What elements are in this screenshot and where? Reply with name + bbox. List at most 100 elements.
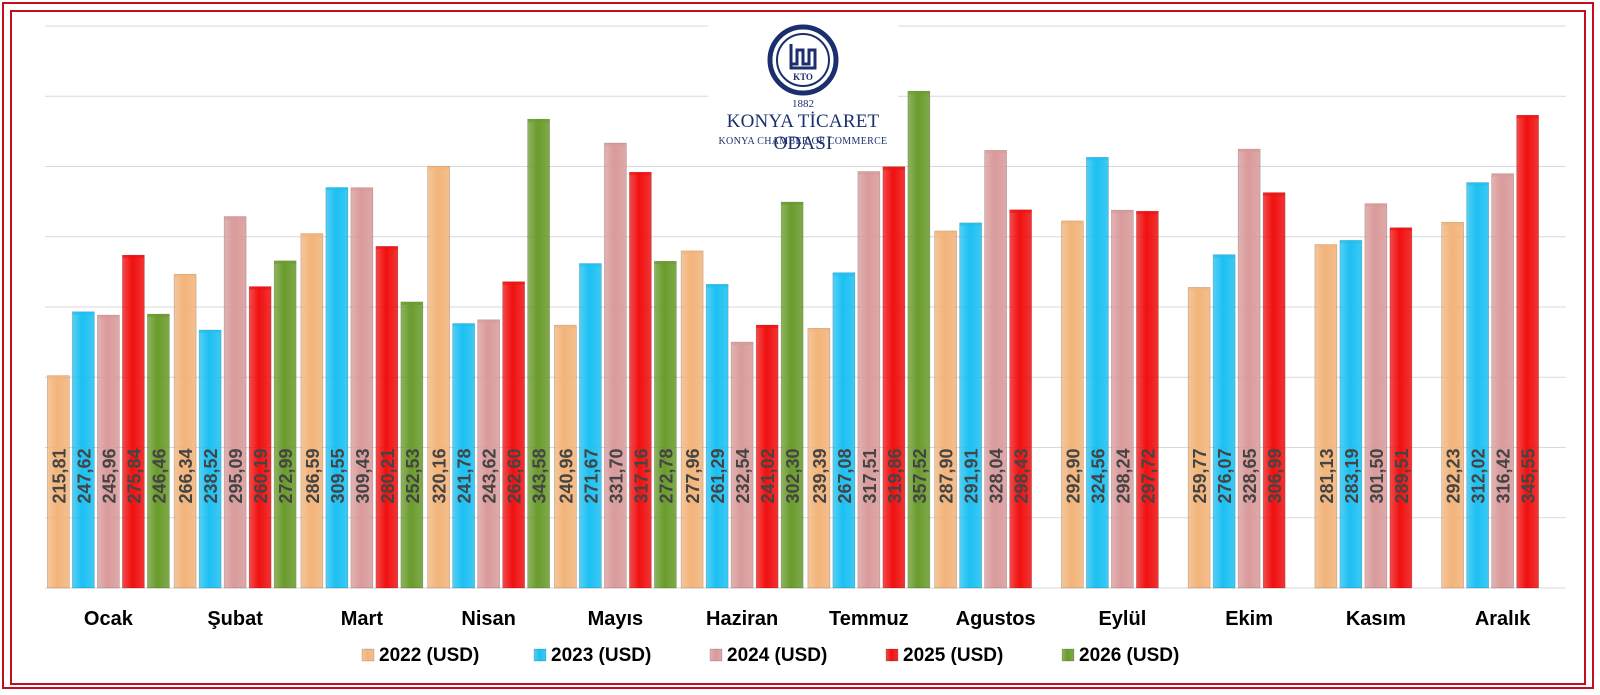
data-label: 277,96 <box>683 448 703 503</box>
data-label: 298,43 <box>1012 448 1032 503</box>
bar <box>1086 157 1109 589</box>
bar <box>984 150 1007 589</box>
bar-cap <box>452 323 475 327</box>
bar-cap <box>72 311 95 315</box>
data-label: 317,51 <box>860 448 880 503</box>
legend-label: 2022 (USD) <box>379 645 479 666</box>
bar-cap <box>199 330 222 334</box>
bar <box>122 254 145 589</box>
data-label: 246,46 <box>149 448 169 503</box>
bar <box>1111 209 1134 589</box>
bar <box>427 165 450 589</box>
data-label: 324,56 <box>1088 448 1108 503</box>
bar-cap <box>274 260 297 264</box>
bar-cap <box>882 166 905 170</box>
data-label: 238,52 <box>201 448 221 503</box>
bar <box>300 233 324 589</box>
data-label: 302,30 <box>783 448 803 503</box>
bar <box>1237 148 1261 589</box>
data-label: 331,70 <box>606 448 626 503</box>
bar-cap <box>400 301 423 305</box>
bar <box>1187 287 1211 589</box>
data-label: 283,19 <box>1342 448 1362 503</box>
bar-cap <box>579 263 602 267</box>
data-label: 241,02 <box>758 448 778 503</box>
bar-cap <box>1314 244 1337 248</box>
bar <box>1009 209 1032 589</box>
bar <box>502 281 525 589</box>
bar <box>1061 220 1084 589</box>
category-label: Ekim <box>1225 608 1273 630</box>
bar <box>579 263 602 589</box>
bar <box>1466 182 1489 589</box>
bar-cap <box>832 272 855 276</box>
legend: 2022 (USD) 2023 (USD) 2024 (USD) 2025 (USD)… <box>361 645 1179 666</box>
data-label: 259,77 <box>1190 448 1210 503</box>
bar-cap <box>1339 240 1362 244</box>
data-label: 241,78 <box>455 448 475 503</box>
data-label: 247,62 <box>74 448 94 503</box>
data-label: 267,08 <box>835 448 855 503</box>
category-label: Agustos <box>956 608 1036 630</box>
data-label: 357,52 <box>910 448 930 503</box>
bar <box>1314 244 1338 589</box>
category-label: Ocak <box>84 608 134 630</box>
bar-cap <box>959 222 982 226</box>
category-label: Şubat <box>207 608 263 630</box>
data-label: 262,60 <box>505 448 525 503</box>
logo-subtitle: KONYA CHAMBER OF COMMERCE <box>718 136 888 147</box>
bar <box>1491 173 1514 589</box>
category-labels: Ocak Şubat Mart Nisan Mayıs Haziran Temmuz Agus… <box>84 608 1531 630</box>
bar-cap <box>527 119 550 123</box>
category-label: Nisan <box>461 608 515 630</box>
category-label: Mart <box>341 608 384 630</box>
data-label: 215,81 <box>49 448 69 503</box>
data-label: 245,96 <box>99 448 119 503</box>
data-label: 309,43 <box>353 448 373 503</box>
data-label: 345,55 <box>1519 448 1539 503</box>
bar-cap <box>375 246 398 250</box>
bar <box>654 260 677 589</box>
bar <box>780 201 804 589</box>
bar <box>173 273 197 589</box>
bar-cap <box>325 187 348 191</box>
bar <box>1516 114 1539 589</box>
category-label: Temmuz <box>829 608 909 630</box>
data-label: 286,59 <box>303 448 323 503</box>
bar-cap <box>1238 149 1261 153</box>
data-label: 343,58 <box>530 448 550 503</box>
data-label: 287,90 <box>937 448 957 503</box>
data-label: 261,29 <box>708 448 728 503</box>
bar-cap <box>1441 222 1464 226</box>
bar <box>1441 221 1464 589</box>
bar <box>857 171 881 589</box>
data-label: 289,51 <box>1392 448 1412 503</box>
bar-cap <box>907 91 930 95</box>
bar-cap <box>1516 115 1539 119</box>
data-label: 312,02 <box>1469 448 1489 503</box>
bar <box>705 284 729 589</box>
legend-label: 2026 (USD) <box>1079 645 1179 666</box>
data-label: 295,09 <box>226 448 246 503</box>
bar-cap <box>147 314 170 318</box>
data-label: 297,72 <box>1138 448 1158 503</box>
bar-cap <box>1111 210 1134 214</box>
data-label: 291,91 <box>962 448 982 503</box>
bar-cap <box>249 286 272 290</box>
data-label: 240,96 <box>556 448 576 503</box>
bar-cap <box>1466 182 1489 186</box>
bar-cap <box>984 150 1007 154</box>
legend-label: 2023 (USD) <box>551 645 651 666</box>
bar <box>604 142 627 589</box>
bar <box>934 230 957 589</box>
bar-cap <box>350 187 373 191</box>
bar-cap <box>1389 227 1412 231</box>
bar-cap <box>781 202 804 206</box>
bar <box>527 118 550 589</box>
bar <box>1136 210 1159 589</box>
bar-cap <box>122 255 145 259</box>
bar-cap <box>1491 173 1514 177</box>
bar-cap <box>224 216 247 220</box>
bar-cap <box>1263 192 1286 196</box>
